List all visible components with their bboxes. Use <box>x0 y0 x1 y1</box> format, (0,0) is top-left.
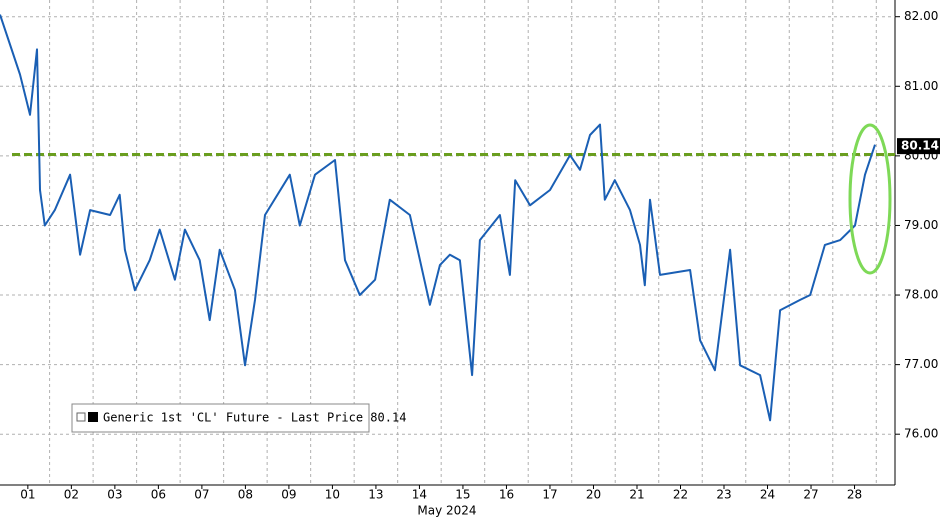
y-tick-label: 81.00 <box>904 79 938 93</box>
x-tick-label: 06 <box>151 488 166 502</box>
legend-box <box>71 403 370 433</box>
x-tick-label: 17 <box>542 488 557 502</box>
x-tick-label: 03 <box>107 488 122 502</box>
x-tick-label: 02 <box>64 488 79 502</box>
x-tick-label: 09 <box>281 488 296 502</box>
x-tick-label: 20 <box>586 488 601 502</box>
last-price-box <box>897 138 940 155</box>
y-tick-label: 82.00 <box>904 9 938 23</box>
x-tick-label: 13 <box>368 488 383 502</box>
legend-label: Generic 1st 'CL' Future - Last Price 80.… <box>103 411 406 425</box>
x-tick-label: 28 <box>847 488 862 502</box>
x-tick-label: 16 <box>499 488 514 502</box>
price-line <box>0 14 876 422</box>
x-tick-label: 07 <box>194 488 209 502</box>
x-axis-label: May 2024 <box>417 504 476 518</box>
x-tick-label: 08 <box>238 488 253 502</box>
x-tick-label: 10 <box>325 488 340 502</box>
x-tick-label: 22 <box>673 488 688 502</box>
y-tick-label: 76.00 <box>904 427 938 441</box>
y-tick-label: 77.00 <box>904 357 938 371</box>
x-tick-label: 21 <box>629 488 644 502</box>
x-tick-label: 14 <box>412 488 427 502</box>
legend-toggle[interactable] <box>76 412 86 422</box>
x-tick-label: 01 <box>20 488 35 502</box>
y-tick-label: 79.00 <box>904 218 938 232</box>
y-tick-label: 78.00 <box>904 288 938 302</box>
x-tick-label: 15 <box>455 488 470 502</box>
x-tick-label: 23 <box>716 488 731 502</box>
x-tick-label: 24 <box>760 488 775 502</box>
last-price-label: 80.14 <box>901 139 939 153</box>
legend: Generic 1st 'CL' Future - Last Price 80.… <box>71 403 406 433</box>
x-tick-label: 27 <box>803 488 818 502</box>
legend-swatch <box>88 412 98 422</box>
highlight-ellipse <box>848 123 892 275</box>
